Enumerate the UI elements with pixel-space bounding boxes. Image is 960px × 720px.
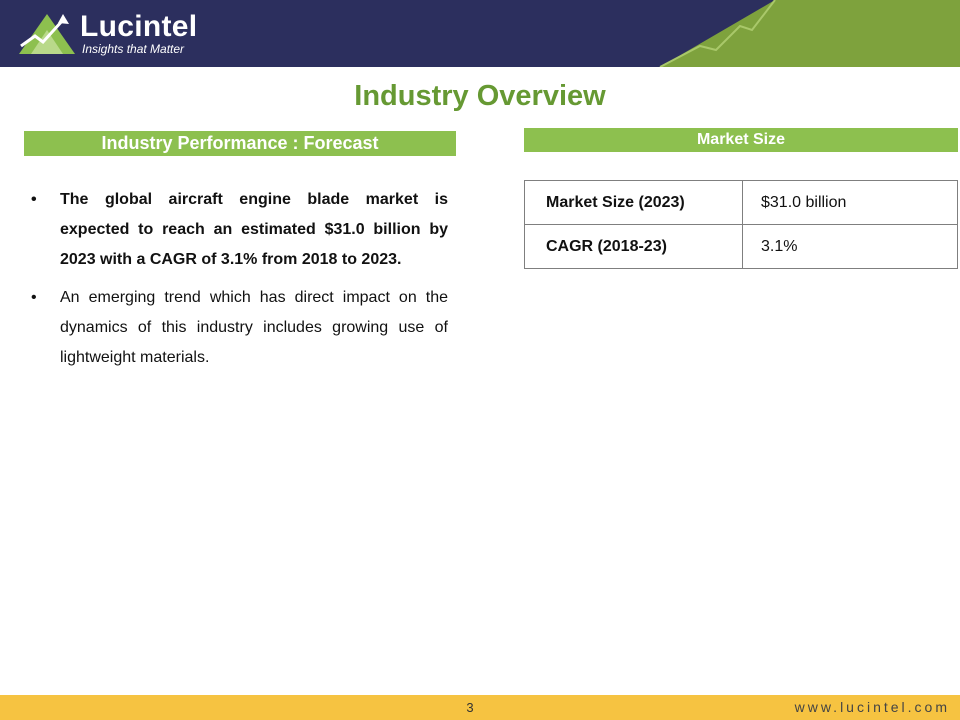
page-title: Industry Overview — [354, 80, 606, 112]
brand-tagline: Insights that Matter — [82, 42, 185, 56]
forecast-section-heading: Industry Performance : Forecast — [24, 131, 456, 156]
page-number: 3 — [466, 700, 474, 715]
bullet-item: • The global aircraft engine blade marke… — [30, 185, 448, 275]
table-row: Market Size (2023) $31.0 billion — [524, 180, 958, 225]
bullet-item: • An emerging trend which has direct imp… — [30, 283, 448, 373]
brand-name: Lucintel — [80, 10, 198, 43]
market-size-table: Market Size (2023) $31.0 billion CAGR (2… — [524, 180, 958, 269]
footer-url: www.lucintel.com — [794, 699, 950, 715]
table-cell-value: 3.1% — [742, 224, 958, 269]
forecast-bullet-list: • The global aircraft engine blade marke… — [30, 185, 448, 381]
table-cell-label: CAGR (2018-23) — [524, 224, 743, 269]
table-cell-label: Market Size (2023) — [524, 180, 743, 225]
bullet-text: The global aircraft engine blade market … — [60, 191, 448, 268]
table-row: CAGR (2018-23) 3.1% — [524, 224, 958, 269]
header-banner: Lucintel Insights that Matter — [0, 0, 960, 67]
table-cell-value: $31.0 billion — [742, 180, 958, 225]
lucintel-logo-icon — [19, 14, 75, 54]
bullet-text: An emerging trend which has direct impac… — [60, 289, 448, 366]
bullet-dot-icon: • — [31, 289, 37, 306]
bullet-dot-icon: • — [31, 191, 37, 208]
footer-bar: 3 www.lucintel.com — [0, 695, 960, 720]
header-mountain-graphic — [659, 0, 960, 67]
market-size-heading: Market Size — [524, 128, 958, 152]
